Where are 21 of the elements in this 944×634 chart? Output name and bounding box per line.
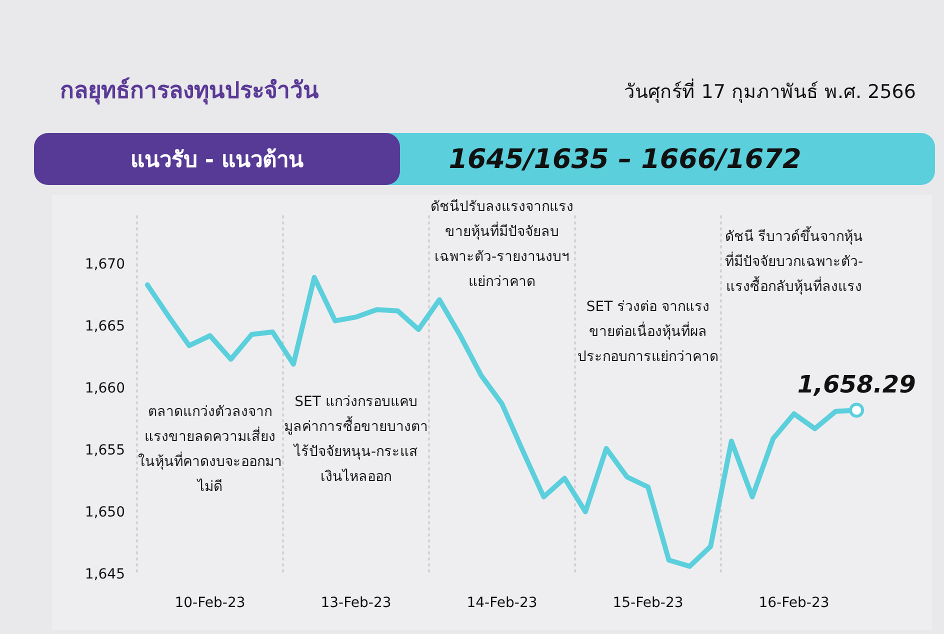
y-tick-label: 1,670 <box>84 256 125 273</box>
y-tick-label: 1,665 <box>84 318 125 335</box>
x-tick-label: 10-Feb-23 <box>174 595 246 612</box>
x-tick-label: 13-Feb-23 <box>320 595 392 612</box>
y-tick-label: 1,655 <box>84 442 125 459</box>
x-tick-label: 16-Feb-23 <box>758 595 830 612</box>
annotation: ตลาดแกว่งตัวลงจากแรงขายลดความเสี่ยงในหุ้นที่คาดงบจะออกมาไม่ดี <box>137 403 283 497</box>
data-label: 1,658.29 <box>797 370 916 398</box>
chart-title: กลยุทธ์การลงทุนประจำวัน <box>60 76 319 106</box>
x-tick-label: 14-Feb-23 <box>466 595 538 612</box>
text: 1645/1635 – 1666/1672 <box>448 142 802 176</box>
annotation: ดัชนี รีบาวด์ขึ้นจากหุ้นที่มีปัจจัยบวกเฉพาะตัว-แรงซื้อกลับหุ้นที่ลงแรง <box>724 225 864 297</box>
x-tick-label: 15-Feb-23 <box>612 595 684 612</box>
y-tick-label: 1,645 <box>84 566 125 583</box>
y-tick-label: 1,650 <box>84 504 125 521</box>
y-tick-label: 1,660 <box>84 380 125 397</box>
chart-subtitle: วันศุกร์ที่ 17 กุมภาพันธ์ พ.ศ. 2566 <box>624 78 916 105</box>
annotation: ดัชนีปรับลงแรงจากแรงขายหุ้นที่มีปัจจัยลบเฉพาะตัว-รายงานงบฯ แย่กว่าคาด <box>430 198 574 292</box>
text: แนวรับ - แนวต้าน <box>34 133 400 185</box>
annotation: SET แกว่งกรอบแคบ มูลค่าการซื้อขายบางตา ไร้ปัจจัยหนุน-กระแสเงินไหลออก <box>283 393 429 487</box>
annotation: SET ร่วงต่อ จากแรงขายต่อเนื่องหุ้นที่ผลประกอบการแย่กว่าคาด <box>576 298 720 367</box>
